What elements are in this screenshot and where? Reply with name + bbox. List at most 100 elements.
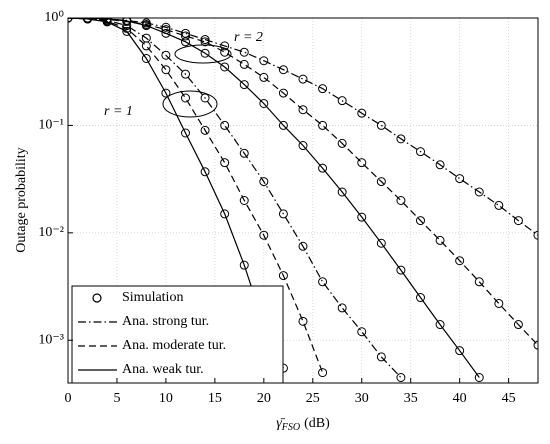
simulation-marker — [181, 28, 190, 38]
simulation-marker — [376, 238, 386, 248]
simulation-marker — [181, 93, 190, 103]
x-tick-label: 45 — [502, 391, 516, 406]
simulation-marker — [318, 277, 328, 287]
simulation-marker — [416, 147, 425, 157]
simulation-marker — [239, 196, 249, 205]
simulation-marker — [259, 56, 269, 66]
legend: Simulation Ana. strong tur. Ana. moderate … — [71, 285, 284, 384]
series-line — [68, 18, 402, 378]
simulation-marker — [259, 230, 269, 240]
x-label-symbol: γ̄ — [276, 416, 286, 431]
annotation: r = 1 — [104, 104, 133, 119]
simulation-marker — [376, 177, 386, 187]
simulation-marker — [298, 105, 308, 115]
simulation-marker — [220, 120, 230, 130]
simulation-marker — [435, 235, 445, 245]
simulation-marker — [337, 303, 347, 313]
simulation-marker — [474, 277, 484, 287]
simulation-marker — [259, 98, 269, 108]
simulation-marker — [239, 260, 249, 270]
simulation-marker — [220, 209, 230, 219]
simulation-marker — [161, 28, 171, 38]
simulation-marker — [435, 320, 445, 330]
simulation-marker — [357, 158, 367, 168]
simulation-marker — [357, 212, 367, 222]
y-tick-label: 10⁰ — [44, 10, 64, 25]
simulation-marker — [161, 50, 171, 60]
simulation-marker — [181, 69, 190, 79]
simulation-marker — [396, 134, 406, 144]
simulation-marker — [161, 25, 171, 35]
simulation-marker — [200, 48, 210, 58]
x-tick-label: 35 — [404, 391, 418, 406]
simulation-marker — [513, 216, 523, 226]
simulation-marker — [318, 120, 328, 130]
x-tick-label: 5 — [113, 391, 120, 406]
legend-label: Simulation — [122, 290, 183, 305]
simulation-marker — [181, 37, 190, 47]
simulation-marker — [396, 196, 406, 205]
simulation-marker — [200, 93, 210, 103]
simulation-marker — [416, 293, 425, 303]
x-tick-label: 30 — [355, 391, 369, 406]
simulation-marker — [357, 327, 367, 337]
simulation-marker — [239, 47, 249, 57]
simulation-marker — [239, 148, 249, 158]
simulation-marker — [141, 53, 151, 63]
simulation-marker — [278, 65, 288, 75]
simulation-marker — [494, 298, 504, 308]
simulation-marker — [298, 74, 308, 84]
simulation-marker — [455, 256, 465, 266]
x-tick-label: 25 — [306, 391, 320, 406]
simulation-marker — [122, 26, 132, 36]
y-tick-label: 10⁻¹ — [38, 118, 64, 133]
series-line — [68, 18, 538, 236]
legend-label: Ana. moderate tur. — [122, 338, 226, 353]
simulation-marker — [200, 35, 210, 45]
simulation-marker — [416, 216, 425, 226]
simulation-marker — [298, 141, 308, 151]
simulation-marker — [141, 18, 151, 28]
simulation-marker — [376, 352, 386, 362]
simulation-marker — [239, 59, 249, 69]
legend-label: Ana. weak tur. — [122, 362, 204, 377]
simulation-marker — [278, 209, 288, 219]
simulation-marker — [474, 373, 484, 383]
annotation: r = 2 — [234, 30, 263, 45]
simulation-marker — [220, 41, 230, 51]
simulation-marker — [220, 158, 230, 168]
simulation-marker — [435, 160, 445, 170]
simulation-marker — [376, 120, 386, 130]
x-tick-label: 10 — [159, 391, 173, 406]
simulation-marker — [200, 167, 210, 177]
legend-label: Ana. strong tur. — [122, 314, 209, 329]
simulation-marker — [278, 120, 288, 130]
simulation-marker — [455, 346, 465, 356]
simulation-marker — [259, 177, 269, 187]
simulation-marker — [161, 22, 171, 32]
simulation-marker — [455, 174, 465, 184]
simulation-marker — [298, 316, 308, 326]
simulation-marker — [141, 33, 151, 43]
simulation-marker — [278, 88, 288, 98]
simulation-marker — [102, 18, 112, 24]
simulation-marker — [318, 163, 328, 173]
x-tick-label: 0 — [65, 391, 72, 406]
simulation-marker — [337, 96, 347, 106]
ellipse — [162, 90, 218, 118]
simulation-marker — [298, 241, 308, 251]
simulation-marker — [259, 72, 269, 82]
simulation-marker — [337, 138, 347, 148]
simulation-marker — [396, 265, 406, 275]
simulation-marker — [239, 80, 249, 90]
simulation-marker — [533, 340, 538, 350]
x-tick-label: 20 — [257, 391, 271, 406]
x-label-subscript: FSO — [281, 422, 300, 433]
series-line — [68, 18, 538, 346]
simulation-marker — [494, 200, 504, 210]
simulation-marker — [181, 31, 190, 41]
simulation-marker — [161, 65, 171, 75]
simulation-marker — [396, 373, 406, 383]
simulation-marker — [474, 187, 484, 197]
